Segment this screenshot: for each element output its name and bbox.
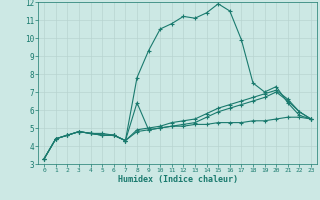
X-axis label: Humidex (Indice chaleur): Humidex (Indice chaleur) bbox=[118, 175, 238, 184]
